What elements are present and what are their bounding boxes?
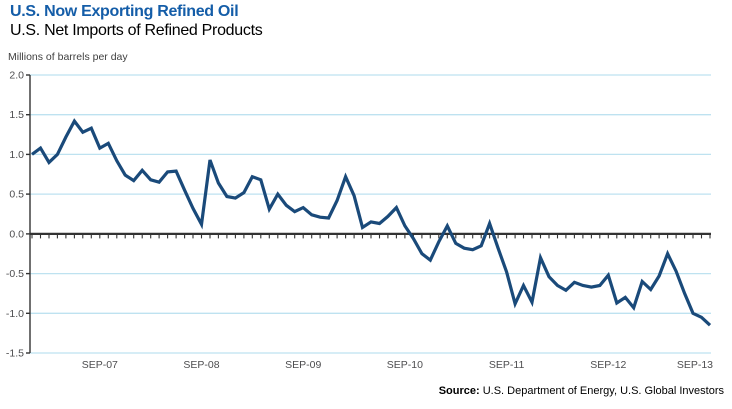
svg-text:SEP-13: SEP-13 (677, 359, 713, 371)
svg-text:-0.5: -0.5 (6, 268, 24, 280)
svg-text:-1.0: -1.0 (6, 308, 24, 320)
source-note: Source: U.S. Department of Energy, U.S. … (439, 385, 724, 397)
source-text: U.S. Department of Energy, U.S. Global I… (479, 385, 724, 397)
svg-text:SEP-07: SEP-07 (82, 359, 118, 371)
page-title: U.S. Now Exporting Refined Oil (10, 3, 239, 20)
svg-text:0.0: 0.0 (9, 228, 24, 240)
gridlines (30, 74, 711, 354)
y-axis (26, 74, 31, 354)
svg-text:-1.5: -1.5 (6, 348, 24, 360)
svg-text:SEP-08: SEP-08 (183, 359, 219, 371)
svg-text:1.0: 1.0 (9, 149, 24, 161)
svg-text:SEP-09: SEP-09 (285, 359, 321, 371)
chart-subtitle: U.S. Net Imports of Refined Products (10, 22, 263, 39)
y-axis-unit-label: Millions of barrels per day (8, 51, 128, 63)
svg-text:SEP-10: SEP-10 (387, 359, 423, 371)
svg-text:2.0: 2.0 (9, 70, 24, 82)
x-tick-labels: SEP-07 SEP-08 SEP-09 SEP-10 SEP-11 SEP-12 SEP-… (82, 359, 713, 371)
svg-text:1.5: 1.5 (9, 109, 24, 121)
y-tick-labels: 2.0 1.5 1.0 0.5 0.0 -0.5 -1.0 -1.5 (6, 70, 24, 360)
svg-text:SEP-11: SEP-11 (489, 359, 525, 371)
svg-text:0.5: 0.5 (9, 189, 24, 201)
svg-text:SEP-12: SEP-12 (590, 359, 626, 371)
zero-line (30, 232, 711, 239)
source-label: Source: (438, 385, 480, 397)
net-imports-series-line (31, 118, 712, 327)
